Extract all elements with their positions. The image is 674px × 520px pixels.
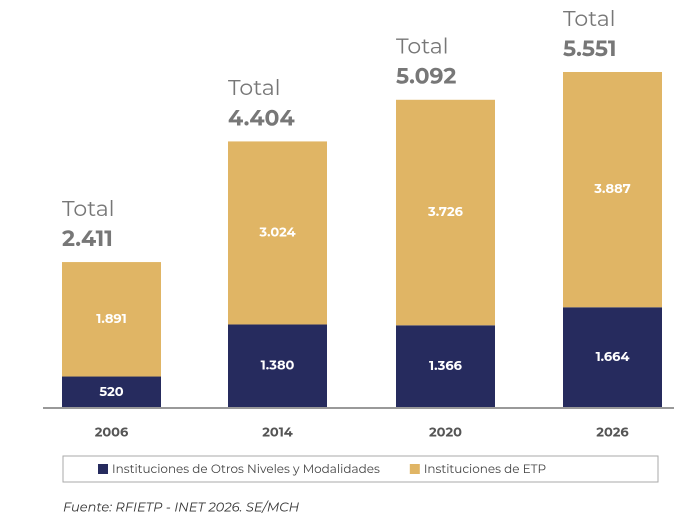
bar-segment [563,307,662,408]
x-tick-label: 2014 [262,425,293,441]
legend-box [62,455,659,483]
value-label: 3.726 [427,204,464,220]
value-label: 1.366 [429,358,463,374]
bar-segment [62,262,161,377]
value-label: 1.664 [596,349,630,365]
x-tick-label: 2006 [95,425,129,441]
value-label: 520 [99,384,123,400]
total-value: 5.551 [563,35,617,62]
legend-label: Instituciones de ETP [424,462,546,477]
x-tick-label: 2026 [596,425,629,441]
bar-segment [62,376,161,408]
value-label: 1.891 [96,311,127,327]
total-caption: Total [563,5,616,32]
total-caption: Total [228,74,281,101]
bar-segment [396,99,495,326]
bar-segment [228,141,327,325]
source-note: Fuente: RFIETP - INET 2026. SE/MCH [63,499,300,515]
total-caption: Total [62,195,115,222]
legend-swatch [98,464,108,474]
total-value: 4.404 [228,104,295,131]
total-caption: Total [396,33,449,60]
value-label: 1.380 [261,358,295,374]
total-value: 2.411 [62,225,113,252]
x-tick-label: 2020 [429,425,462,441]
bar-segment [228,324,327,408]
bar-segment [396,325,495,408]
total-value: 5.092 [396,63,456,90]
legend-swatch [409,464,420,474]
value-label: 3.887 [593,181,630,197]
legend-label: Instituciones de Otros Niveles y Modalid… [112,462,380,477]
bar-segment [563,72,662,308]
value-label: 3.024 [258,224,295,240]
